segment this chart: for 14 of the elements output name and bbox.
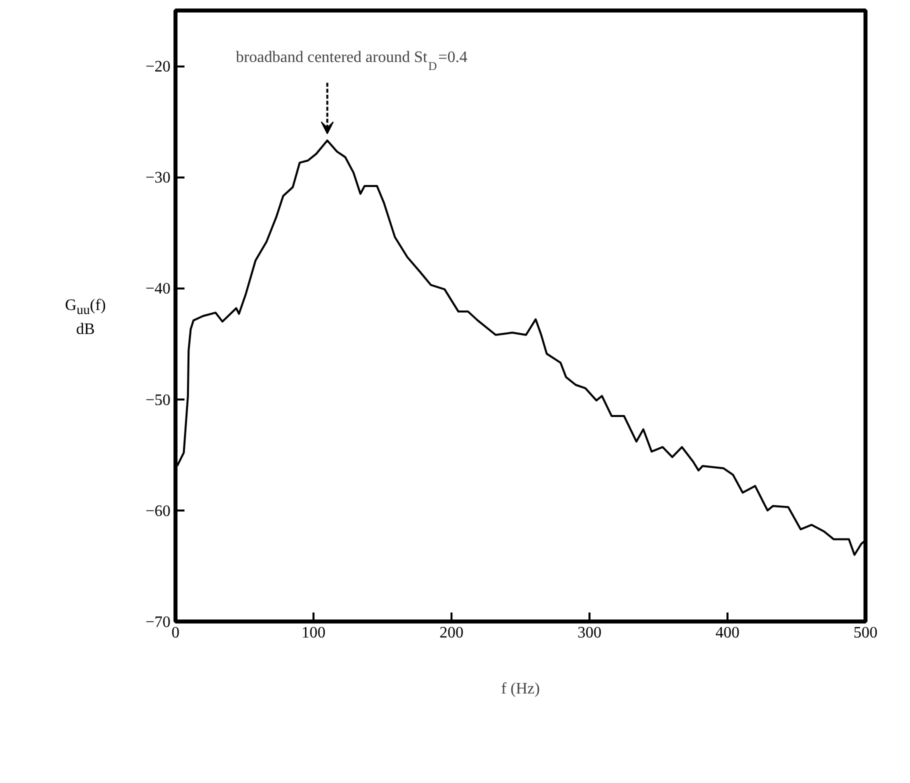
y-tick-label: −20 — [145, 58, 171, 76]
x-tick-label: 200 — [440, 624, 464, 642]
x-tick-label: 500 — [854, 624, 878, 642]
y-tick-label: −40 — [145, 280, 171, 298]
x-axis-title: f (Hz) — [501, 680, 540, 698]
y-tick-label: −60 — [145, 502, 171, 520]
y-tick-label: −70 — [145, 614, 171, 631]
x-tick-label: 100 — [302, 624, 326, 642]
x-tick-label: 300 — [578, 624, 602, 642]
y-axis-title: G$_{uu}$(f) dB — [65, 296, 106, 340]
x-tick-label: 400 — [716, 624, 740, 642]
y-tick-label: −50 — [145, 392, 171, 409]
x-tick-label: 0 — [172, 624, 180, 642]
y-tick-label: −30 — [145, 170, 171, 187]
